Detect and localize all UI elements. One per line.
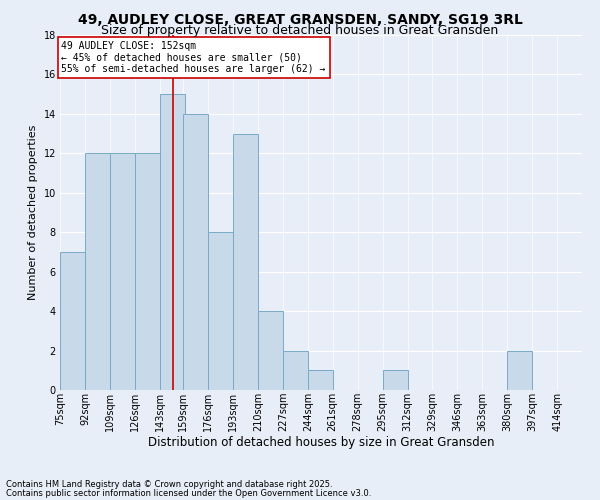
Bar <box>183 114 208 390</box>
Text: Contains public sector information licensed under the Open Government Licence v3: Contains public sector information licen… <box>6 488 371 498</box>
Text: Contains HM Land Registry data © Crown copyright and database right 2025.: Contains HM Land Registry data © Crown c… <box>6 480 332 489</box>
Y-axis label: Number of detached properties: Number of detached properties <box>28 125 38 300</box>
Bar <box>60 252 85 390</box>
Bar <box>208 232 233 390</box>
Bar <box>283 350 308 390</box>
Text: Size of property relative to detached houses in Great Gransden: Size of property relative to detached ho… <box>101 24 499 37</box>
Bar <box>383 370 407 390</box>
Text: 49, AUDLEY CLOSE, GREAT GRANSDEN, SANDY, SG19 3RL: 49, AUDLEY CLOSE, GREAT GRANSDEN, SANDY,… <box>77 12 523 26</box>
Text: 49 AUDLEY CLOSE: 152sqm
← 45% of detached houses are smaller (50)
55% of semi-de: 49 AUDLEY CLOSE: 152sqm ← 45% of detache… <box>61 41 326 74</box>
X-axis label: Distribution of detached houses by size in Great Gransden: Distribution of detached houses by size … <box>148 436 494 450</box>
Bar <box>135 154 160 390</box>
Bar <box>507 350 532 390</box>
Bar <box>258 311 283 390</box>
Bar <box>308 370 333 390</box>
Bar <box>110 154 135 390</box>
Bar <box>85 154 110 390</box>
Bar <box>160 94 185 390</box>
Bar <box>233 134 258 390</box>
